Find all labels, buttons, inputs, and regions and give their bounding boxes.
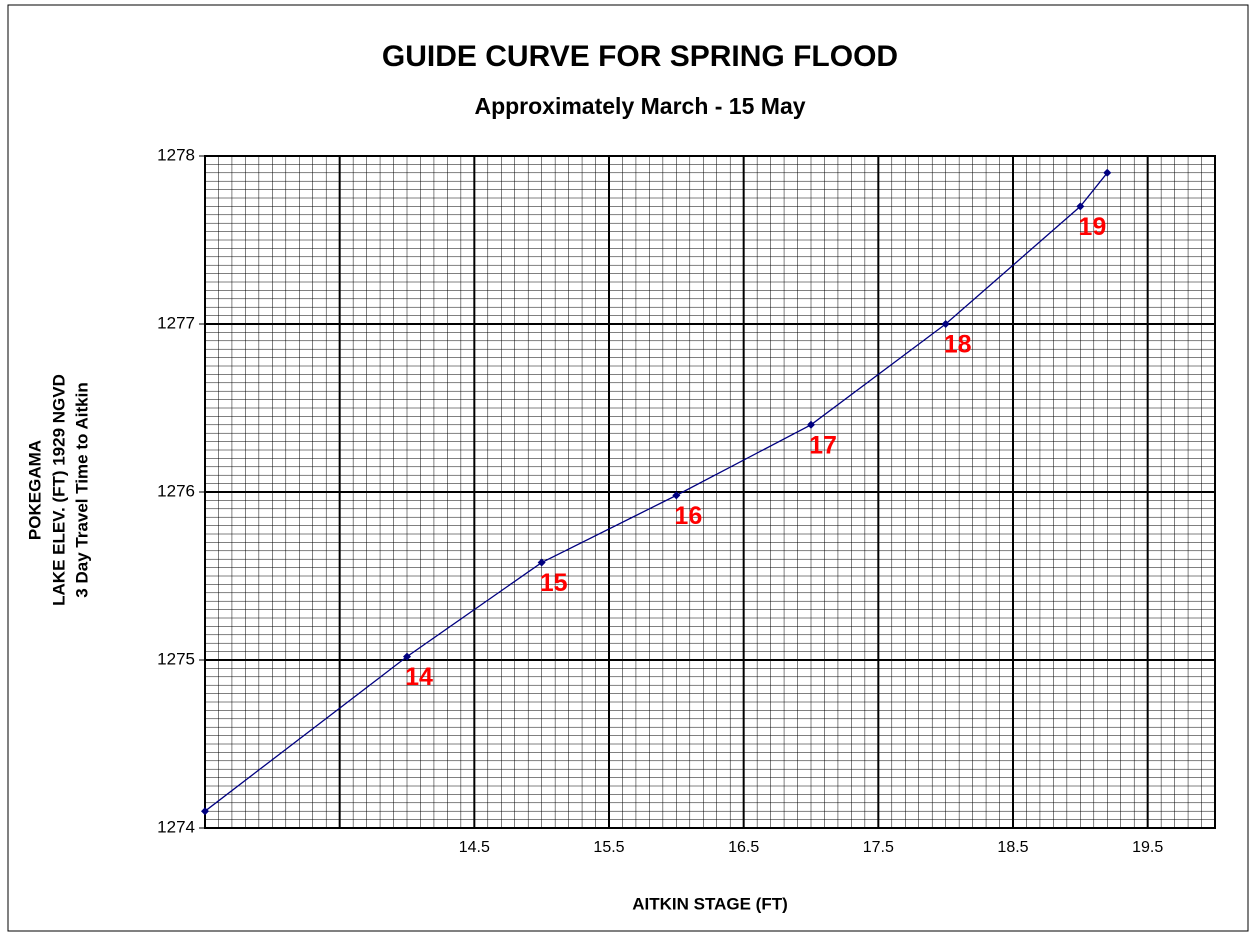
y-axis-title-line: 3 Day Travel Time to Aitkin <box>72 382 91 597</box>
point-label: 18 <box>944 331 972 359</box>
data-point <box>201 807 209 816</box>
y-tick-label: 1275 <box>157 649 195 668</box>
y-tick-label: 1278 <box>157 145 195 164</box>
chart-title: GUIDE CURVE FOR SPRING FLOOD <box>382 40 898 73</box>
point-label: 16 <box>674 502 702 530</box>
point-label: 15 <box>540 569 568 597</box>
y-tick-label: 1274 <box>157 817 195 836</box>
point-label: 17 <box>809 431 837 459</box>
data-point <box>537 558 546 567</box>
x-tick-label: 17.5 <box>863 839 894 856</box>
data-point <box>403 652 411 661</box>
point-label: 19 <box>1078 213 1106 241</box>
data-point <box>1076 202 1085 211</box>
data-point <box>941 320 950 328</box>
data-point <box>1103 168 1112 177</box>
series-line <box>204 172 1108 812</box>
x-tick-label: 16.5 <box>728 839 759 856</box>
y-axis-title-line: POKEGAMA <box>25 440 44 540</box>
plot-border <box>204 155 1216 829</box>
y-tick-label: 1277 <box>157 313 195 332</box>
y-tick-label: 1276 <box>157 481 195 500</box>
y-axis-title: POKEGAMA LAKE ELEV. (FT) 1929 NGVD 3 Day… <box>25 374 91 606</box>
x-tick-label: 15.5 <box>593 839 624 856</box>
x-tick-label: 19.5 <box>1132 839 1163 856</box>
x-tick-label: 14.5 <box>459 839 490 856</box>
y-axis-title-line: LAKE ELEV. (FT) 1929 NGVD <box>49 374 68 606</box>
chart-subtitle: Approximately March - 15 May <box>474 93 805 119</box>
point-label: 14 <box>405 663 433 691</box>
x-axis-title: AITKIN STAGE (FT) <box>632 894 788 913</box>
data-point <box>672 491 681 500</box>
data-point <box>807 420 815 429</box>
x-tick-label: 18.5 <box>997 839 1028 856</box>
